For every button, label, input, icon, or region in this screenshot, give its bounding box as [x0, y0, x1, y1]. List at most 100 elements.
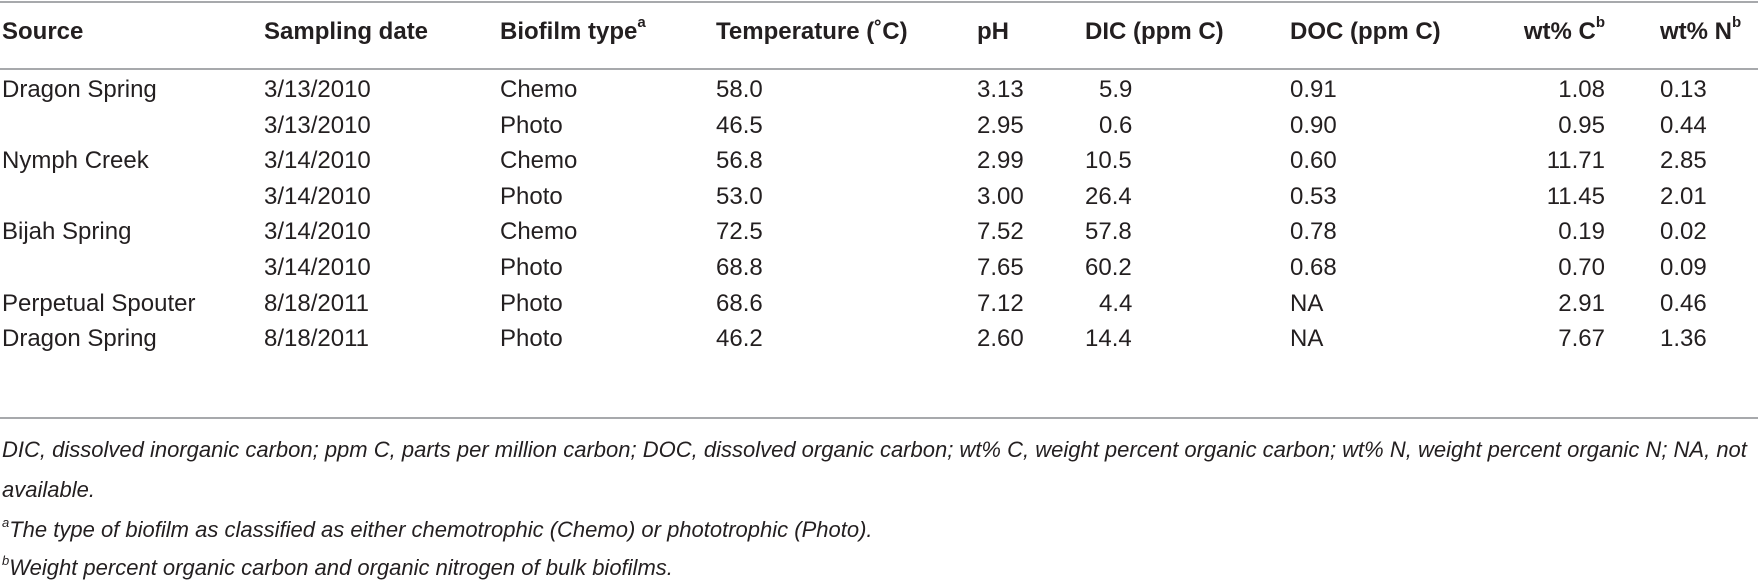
- cell-sampling-date: 8/18/2011: [264, 325, 369, 353]
- table-header-row: Source Sampling date Biofilm typea Tempe…: [0, 14, 1758, 50]
- cell-doc: 0.53: [1290, 182, 1337, 210]
- cell-biofilm-type: Chemo: [500, 76, 578, 103]
- footnote-a: aThe type of biofilm as classified as ei…: [2, 512, 873, 548]
- cell-biofilm-type: Photo: [500, 111, 563, 139]
- cell-ph: 7.12: [977, 289, 1024, 317]
- cell-ph: 7.52: [977, 218, 1024, 246]
- cell-dic: 60.2: [1085, 254, 1132, 281]
- cell-wt-c: 11.45: [1546, 182, 1605, 210]
- header-sampling-date: Sampling date: [264, 18, 429, 45]
- footnote-b-text: Weight percent organic carbon and organi…: [9, 555, 673, 580]
- cell-wt-c: 2.91: [1558, 289, 1605, 317]
- cell-dic: 26.4: [1085, 182, 1132, 210]
- table-bottom-rule: [0, 417, 1758, 419]
- cell-source: Nymph Creek: [2, 147, 149, 175]
- cell-ph: 2.60: [977, 325, 1024, 353]
- cell-dic: 57.8: [1085, 218, 1132, 246]
- cell-temperature: 56.8: [716, 147, 763, 175]
- cell-source: Dragon Spring: [2, 325, 157, 353]
- cell-sampling-date: 3/13/2010: [264, 76, 371, 103]
- cell-wt-n: 0.13: [1660, 76, 1707, 103]
- table-top-rule: [0, 1, 1758, 3]
- footnote-mark-a: a: [637, 14, 646, 31]
- cell-biofilm-type: Photo: [500, 289, 563, 317]
- cell-wt-c: 11.71: [1546, 147, 1605, 175]
- header-ph: pH: [977, 18, 1009, 45]
- cell-wt-n: 2.01: [1660, 182, 1707, 210]
- footnote-mark-b: b: [1732, 14, 1742, 31]
- cell-ph: 3.13: [977, 76, 1024, 103]
- cell-ph: 3.00: [977, 182, 1024, 210]
- cell-sampling-date: 3/13/2010: [264, 111, 371, 139]
- footnote-a-mark: a: [2, 514, 10, 530]
- cell-dic: 4.4: [1099, 289, 1133, 317]
- cell-wt-n: 0.09: [1660, 254, 1707, 281]
- cell-biofilm-type: Photo: [500, 254, 563, 281]
- cell-wt-c: 0.70: [1558, 254, 1605, 281]
- cell-wt-n: 0.02: [1660, 218, 1707, 246]
- footnote-b: bWeight percent organic carbon and organ…: [2, 550, 673, 586]
- table-row: Perpetual Spouter 8/18/2011 Photo 68.6 7.12 4…: [0, 286, 1758, 322]
- cell-biofilm-type: Chemo: [500, 218, 578, 246]
- header-biofilm-type-label: Biofilm type: [500, 18, 638, 45]
- cell-ph: 2.95: [977, 111, 1024, 139]
- cell-wt-n: 2.85: [1660, 147, 1707, 175]
- header-wt-n: wt% Nb: [1660, 14, 1741, 50]
- cell-biofilm-type: Photo: [500, 325, 563, 353]
- cell-doc: 0.68: [1290, 254, 1337, 281]
- table-row: Nymph Creek 3/14/2010 Chemo 56.8 2.99 10.5 0.6…: [0, 143, 1758, 179]
- table-row: Dragon Spring 8/18/2011 Photo 46.2 2.60 14.4 N…: [0, 321, 1758, 357]
- cell-doc: NA: [1290, 289, 1324, 317]
- cell-wt-n: 0.46: [1660, 289, 1707, 317]
- table-row: 3/14/2010 Photo 68.8 7.65 60.2 0.68 0.70 0.09: [0, 250, 1758, 286]
- table-header-rule: [0, 68, 1758, 70]
- cell-source: Perpetual Spouter: [2, 289, 196, 317]
- cell-temperature: 68.6: [716, 289, 763, 317]
- cell-wt-n: 0.44: [1660, 111, 1707, 139]
- header-dic: DIC (ppm C): [1085, 18, 1224, 45]
- cell-wt-c: 7.67: [1558, 325, 1605, 353]
- header-doc: DOC (ppm C): [1290, 18, 1441, 45]
- header-source: Source: [2, 18, 84, 45]
- header-wt-n-label: wt% N: [1660, 18, 1732, 45]
- cell-dic: 0.6: [1099, 111, 1133, 139]
- cell-dic: 14.4: [1085, 325, 1132, 353]
- cell-source: Dragon Spring: [2, 76, 157, 103]
- cell-sampling-date: 3/14/2010: [264, 182, 371, 210]
- cell-temperature: 46.5: [716, 111, 763, 139]
- cell-wt-n: 1.36: [1660, 325, 1707, 353]
- cell-sampling-date: 3/14/2010: [264, 218, 371, 246]
- header-wt-c-label: wt% C: [1523, 18, 1596, 45]
- cell-dic: 5.9: [1099, 76, 1133, 103]
- cell-sampling-date: 8/18/2011: [264, 289, 369, 317]
- cell-wt-c: 1.08: [1558, 76, 1605, 103]
- cell-wt-c: 0.95: [1558, 111, 1605, 139]
- header-temperature: Temperature (˚C): [716, 18, 908, 45]
- cell-doc: 0.78: [1290, 218, 1337, 246]
- footnote-b-mark: b: [2, 552, 10, 568]
- cell-sampling-date: 3/14/2010: [264, 254, 371, 281]
- table-row: Dragon Spring 3/13/2010 Chemo 58.0 3.13 5.9 0.…: [0, 72, 1758, 108]
- cell-doc: NA: [1290, 325, 1324, 353]
- header-biofilm-type: Biofilm typea: [500, 14, 646, 50]
- cell-wt-c: 0.19: [1558, 218, 1605, 246]
- cell-source: Bijah Spring: [2, 218, 132, 246]
- cell-temperature: 58.0: [716, 76, 763, 103]
- header-wt-c: wt% Cb: [1455, 14, 1605, 50]
- cell-biofilm-type: Chemo: [500, 147, 578, 175]
- cell-doc: 0.90: [1290, 111, 1337, 139]
- table-row: Bijah Spring 3/14/2010 Chemo 72.5 7.52 57.8 0.…: [0, 214, 1758, 250]
- cell-biofilm-type: Photo: [500, 182, 563, 210]
- table-row: 3/14/2010 Photo 53.0 3.00 26.4 0.53 11.45 2.01: [0, 179, 1758, 215]
- cell-doc: 0.60: [1290, 147, 1337, 175]
- footnote-abbreviations: DIC, dissolved inorganic carbon; ppm C, …: [2, 437, 1747, 502]
- cell-ph: 2.99: [977, 147, 1024, 175]
- cell-doc: 0.91: [1290, 76, 1337, 103]
- footnote-mark-b: b: [1595, 14, 1605, 31]
- cell-temperature: 46.2: [716, 325, 763, 353]
- cell-ph: 7.65: [977, 254, 1024, 281]
- table-row: 3/13/2010 Photo 46.5 2.95 0.6 0.90 0.95 0.44: [0, 108, 1758, 144]
- cell-temperature: 68.8: [716, 254, 763, 281]
- footnote-a-text: The type of biofilm as classified as eit…: [9, 517, 873, 542]
- cell-dic: 10.5: [1085, 147, 1132, 175]
